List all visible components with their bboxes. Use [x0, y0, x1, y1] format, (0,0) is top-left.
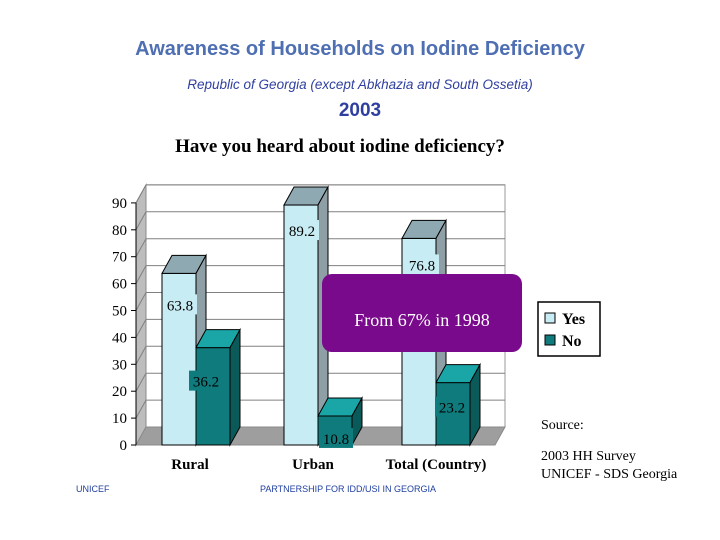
legend-label-no: No	[562, 333, 582, 350]
data-label-bg	[435, 396, 469, 417]
category-label-2: Total (Country)	[386, 457, 487, 473]
data-label-bg	[285, 220, 319, 241]
y-tick-label: 10	[112, 411, 127, 427]
legend-swatch-yes	[544, 312, 556, 324]
y-tick-label: 0	[120, 438, 128, 454]
bar-no-0	[195, 347, 231, 446]
y-tick-label: 80	[112, 223, 127, 239]
y-tick-label: 40	[112, 330, 127, 346]
page-subtitle: Republic of Georgia (except Abkhazia and…	[187, 77, 533, 92]
grid-line-side	[135, 184, 147, 204]
year-label: 2003	[338, 100, 382, 121]
y-tick-label: 60	[112, 277, 127, 293]
bar-side	[469, 362, 481, 447]
data-label: 89.2	[289, 224, 315, 240]
grid-line-side	[135, 211, 147, 231]
legend-box	[537, 301, 601, 357]
legend-swatch-no	[544, 334, 556, 346]
chart-side-wall	[135, 182, 147, 447]
y-tick-label: 90	[112, 196, 127, 212]
annotation-text: From 67% in 1998	[354, 310, 490, 330]
grid-line-side	[135, 319, 147, 338]
grid-line-side	[135, 372, 147, 392]
grid-line-side	[135, 238, 147, 257]
data-label-bg	[163, 294, 197, 315]
source-label: Source:	[541, 418, 584, 433]
legend-label-yes: Yes	[562, 311, 585, 328]
data-label: 76.8	[409, 258, 435, 274]
bar-side	[229, 327, 241, 447]
y-tick-label: 50	[112, 304, 127, 320]
grid-line-side	[135, 292, 147, 311]
grid-line-side	[135, 346, 147, 365]
grid-line-side	[135, 399, 147, 419]
source-line-2: UNICEF - SDS Georgia	[541, 467, 678, 482]
footer-left: UNICEF	[76, 484, 110, 494]
category-label-0: Rural	[171, 457, 209, 473]
data-label-bg	[405, 254, 439, 275]
page-title: Awareness of Households on Iodine Defici…	[135, 38, 585, 60]
bar-yes-1	[283, 204, 319, 446]
footer-center: PARTNERSHIP FOR IDD/USI IN GEORGIA	[260, 484, 437, 494]
data-label-bg	[189, 370, 223, 391]
y-tick-label: 70	[112, 250, 127, 266]
data-label: 36.2	[193, 375, 219, 391]
data-label: 63.8	[167, 298, 193, 314]
data-label: 10.8	[323, 432, 349, 448]
data-label: 23.2	[439, 401, 465, 417]
annotation-box	[322, 274, 522, 352]
chart-title: Have you heard about iodine deficiency?	[175, 136, 505, 157]
source-line-1: 2003 HH Survey	[541, 449, 636, 464]
y-tick-label: 20	[112, 384, 127, 400]
y-tick-label: 30	[112, 357, 127, 373]
data-label-bg	[319, 427, 353, 448]
category-label-1: Urban	[292, 457, 334, 473]
grid-line-side	[135, 265, 147, 284]
